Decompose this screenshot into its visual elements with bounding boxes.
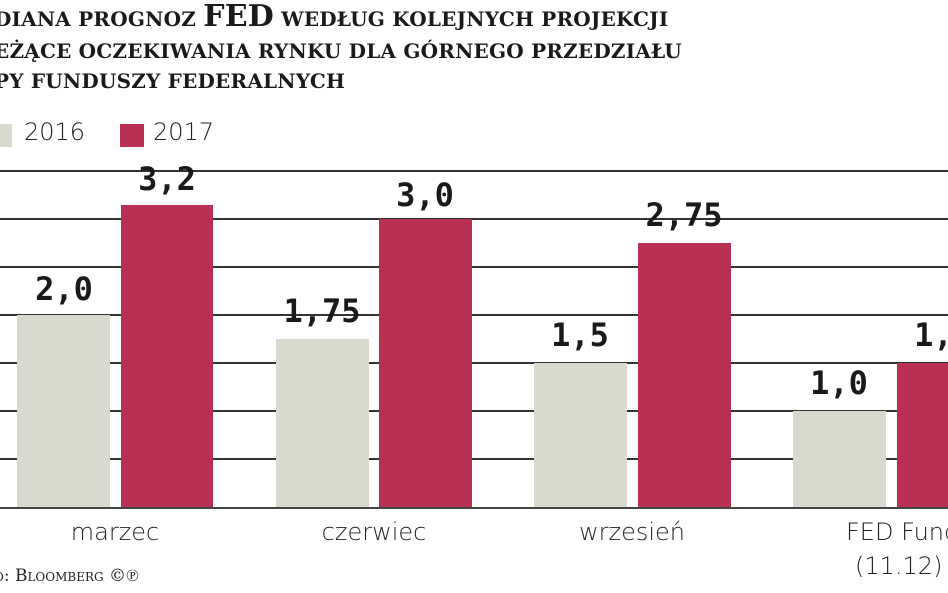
legend-swatch-2016 xyxy=(0,124,12,147)
legend-swatch-2017 xyxy=(120,124,144,147)
gridline-0-5 xyxy=(0,458,948,460)
value-label: 3,0 xyxy=(396,176,454,214)
gridline-3-0 xyxy=(0,218,948,220)
value-label: 1,0 xyxy=(810,364,868,402)
value-label: 1,75 xyxy=(283,292,361,330)
value-label: 1,5 xyxy=(551,316,609,354)
title-fed: FED xyxy=(203,0,274,34)
bar-fedfutures-2017 xyxy=(897,363,948,509)
bar-marzec-2017 xyxy=(121,205,213,509)
category-label-wrzesien: wrzesień xyxy=(578,518,685,546)
source-note: o: Bloomberg ©℗ xyxy=(0,566,139,586)
value-label: 3,2 xyxy=(138,160,196,198)
gridline-2-0 xyxy=(0,314,948,316)
chart-title-line-1: DIANA PROGNOZ FED WEDŁUG KOLEJNYCH PROJE… xyxy=(0,2,669,32)
bar-fedfutures-2016 xyxy=(793,411,886,509)
legend-label-2016: 2016 xyxy=(24,118,86,146)
category-label-czerwiec: czerwiec xyxy=(321,518,427,546)
gridline-3-5 xyxy=(0,170,948,172)
category-label-fed-futures-date: (11.12) xyxy=(855,552,943,580)
chart-title-line-3: PY FUNDUSZY FEDERALNYCH xyxy=(0,69,346,93)
value-label: 2,75 xyxy=(645,196,723,234)
category-label-marzec: marzec xyxy=(70,518,160,546)
gridline-1-5 xyxy=(0,362,948,364)
bar-marzec-2016 xyxy=(17,315,110,509)
bar-czerwiec-2017 xyxy=(379,219,472,509)
gridline-2-5 xyxy=(0,266,948,268)
value-label: 2,0 xyxy=(35,270,93,308)
bar-czerwiec-2016 xyxy=(276,339,369,509)
title-part-b: WEDŁUG KOLEJNYCH PROJEKCJI xyxy=(274,7,669,31)
legend-label-2017: 2017 xyxy=(153,118,215,146)
gridline-1-0 xyxy=(0,410,948,412)
title-part-a: DIANA PROGNOZ xyxy=(0,7,204,31)
value-label: 1,5 xyxy=(914,316,948,354)
bar-wrzesien-2017 xyxy=(638,243,731,509)
chart-title-line-2: EŻĄCE OCZEKIWANIA RYNKU DLA GÓRNEGO PRZE… xyxy=(0,39,682,63)
baseline xyxy=(0,507,948,509)
category-label-fed-futures: FED Funds Fut xyxy=(846,518,948,546)
bar-wrzesien-2016 xyxy=(534,363,627,509)
